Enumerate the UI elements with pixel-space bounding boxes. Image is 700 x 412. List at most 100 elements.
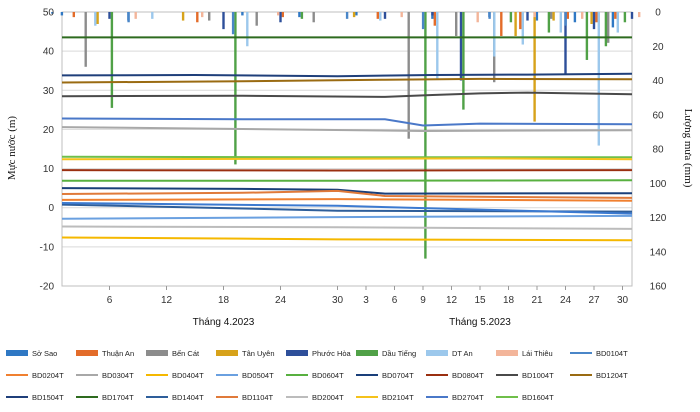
right-axis-title: Lượng mưa (mm) <box>682 109 694 188</box>
rain-bar <box>455 12 458 36</box>
legend-item: BD0804T <box>426 371 484 380</box>
rain-bar <box>607 12 610 43</box>
rain-bar <box>566 12 569 19</box>
rain-bar <box>533 12 536 18</box>
legend-item: Lái Thiêu <box>496 349 553 358</box>
rain-bar <box>201 12 204 18</box>
legend-item: BD1504T <box>6 393 64 402</box>
legend-swatch <box>6 350 28 356</box>
legend-item: Bến Cát <box>146 349 200 358</box>
series-line <box>61 203 633 213</box>
rainfall-bars <box>51 12 641 259</box>
rain-bar <box>383 12 387 19</box>
legend-item: DT An <box>426 349 473 358</box>
legend-label: BD0404T <box>172 371 204 380</box>
rain-bar <box>604 12 608 47</box>
legend-item: Sở Sao <box>6 349 57 358</box>
x-tick-label: 15 <box>474 295 486 306</box>
legend-item: BD1404T <box>146 393 204 402</box>
x-tick-label: 3 <box>363 295 369 306</box>
month-label: Tháng 5.2023 <box>449 317 511 328</box>
x-tick-label: 6 <box>392 295 398 306</box>
rain-bar <box>623 12 627 23</box>
series-line <box>61 117 633 127</box>
legend-label: BD0704T <box>382 371 414 380</box>
legend-label: Bến Cát <box>172 349 200 358</box>
legend-label: BD0204T <box>32 371 64 380</box>
legend-item: BD0404T <box>146 371 204 380</box>
legend: Sở Sao Thuận An Bến Cát Tân Uyên Phước Hòa Dầ… <box>6 349 628 402</box>
right-tick-label: 20 <box>652 42 664 53</box>
legend-item: BD1104T <box>216 393 274 402</box>
rain-bar <box>222 12 225 30</box>
right-axis-ticks: 0 20 40 60 80 100 120 140 160 <box>650 8 667 293</box>
legend-label: BD1504T <box>32 393 64 402</box>
rain-bar <box>400 12 403 18</box>
rain-bar <box>519 12 522 30</box>
rain-bar <box>355 12 358 16</box>
rain-bar <box>431 12 434 16</box>
rain-bar <box>521 12 524 45</box>
series-line <box>61 225 633 230</box>
legend-item: BD0704T <box>356 371 414 380</box>
legend-item: BD1204T <box>570 371 628 380</box>
rain-bar <box>110 12 114 108</box>
rain-bar <box>462 12 465 110</box>
series-line <box>61 157 633 161</box>
rain-bar <box>208 12 211 21</box>
rain-bar <box>134 12 137 19</box>
legend-label: Thuận An <box>102 349 134 358</box>
legend-label: BD0804T <box>452 371 484 380</box>
rain-bar <box>84 12 87 67</box>
legend-swatch <box>146 350 168 356</box>
rain-bar <box>421 12 425 30</box>
left-axis-title: Mực nước (m) <box>6 116 18 181</box>
rain-bar <box>585 12 589 60</box>
rain-bar <box>500 12 503 36</box>
plot-frame <box>61 11 633 287</box>
series-line <box>61 126 633 133</box>
rain-bar <box>590 12 593 24</box>
legend-item: BD0504T <box>216 371 274 380</box>
series-line <box>61 189 633 199</box>
rain-bar <box>151 12 154 19</box>
legend-item: Dầu Tiếng <box>356 349 416 358</box>
rain-bar <box>559 12 562 33</box>
x-tick-label: 12 <box>161 295 173 306</box>
rain-bar <box>436 12 439 79</box>
x-tick-label: 12 <box>446 295 458 306</box>
rain-bar <box>564 12 567 26</box>
rain-bar <box>376 12 379 19</box>
legend-item: BD2004T <box>286 393 344 402</box>
rain-bar <box>564 12 567 74</box>
left-tick-label: -20 <box>40 282 55 293</box>
rain-bar <box>533 12 536 122</box>
legend-label: BD1004T <box>522 371 554 380</box>
rain-bar <box>108 12 111 19</box>
legend-label: BD0104T <box>596 349 628 358</box>
rain-bar <box>526 12 529 21</box>
x-tick-label: 6 <box>107 295 113 306</box>
rain-bar <box>630 12 634 19</box>
rain-bar <box>231 12 235 35</box>
legend-swatch <box>496 350 518 356</box>
rain-bar <box>493 12 496 57</box>
rain-bar <box>127 12 130 23</box>
legend-swatch <box>76 350 98 356</box>
legend-item: Tân Uyên <box>216 349 275 358</box>
x-tick-label: 27 <box>588 295 600 306</box>
legend-label: BD1104T <box>242 393 274 402</box>
rain-bar <box>476 12 479 23</box>
left-tick-label: 40 <box>43 47 55 58</box>
rain-bar <box>181 12 185 21</box>
legend-label: BD2704T <box>452 393 484 402</box>
month-labels: Tháng 4.2023 Tháng 5.2023 <box>193 317 512 328</box>
left-axis-ticks: 50 40 30 20 10 0 -10 -20 <box>40 8 55 293</box>
left-tick-label: 30 <box>43 86 55 97</box>
right-tick-label: 80 <box>652 145 664 156</box>
legend-item: BD1704T <box>76 393 134 402</box>
legend-item: BD0304T <box>76 371 134 380</box>
rain-bar <box>459 12 463 81</box>
